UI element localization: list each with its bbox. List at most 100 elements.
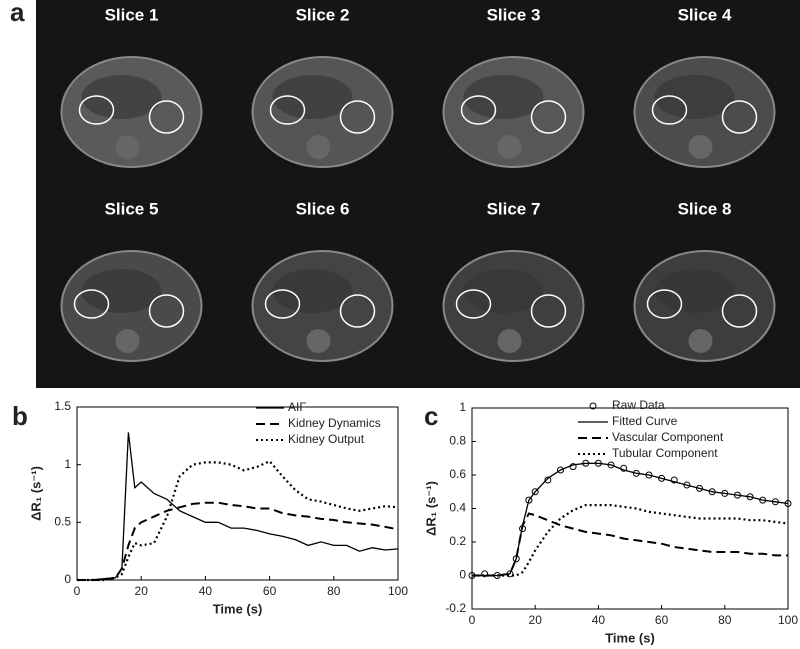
legend-label: Vascular Component xyxy=(612,430,724,444)
kidney-roi xyxy=(269,95,306,125)
series-line xyxy=(77,501,399,581)
slice-image: Slice 3 xyxy=(418,0,609,194)
y-tick-label: 0 xyxy=(64,572,71,586)
organ xyxy=(81,269,162,313)
data-point xyxy=(531,488,539,496)
organ xyxy=(654,269,735,313)
legend-label: Kidney Dynamics xyxy=(288,416,381,430)
organ xyxy=(272,269,353,313)
slice-label: Slice 8 xyxy=(678,199,732,218)
organ xyxy=(272,75,353,119)
y-axis-label: ΔR₁ (s⁻¹) xyxy=(28,466,43,521)
x-axis-label: Time (s) xyxy=(213,601,263,616)
data-point xyxy=(481,570,489,578)
x-tick-label: 100 xyxy=(388,584,408,598)
kidney-roi xyxy=(721,294,758,328)
y-tick-label: 0.5 xyxy=(54,515,71,529)
legend-marker xyxy=(589,402,597,410)
plot-area xyxy=(76,406,399,581)
kidney-roi xyxy=(264,289,301,319)
slice-image: Slice 8 xyxy=(609,194,800,388)
series-line xyxy=(77,432,399,581)
kidney-roi xyxy=(339,100,376,134)
slice-image: Slice 4 xyxy=(609,0,800,194)
slice-label: Slice 5 xyxy=(105,199,159,218)
data-point xyxy=(696,484,704,492)
slice-image: Slice 6 xyxy=(227,194,418,388)
data-point xyxy=(683,481,691,489)
x-tick-label: 80 xyxy=(327,584,341,598)
x-tick-label: 80 xyxy=(718,613,732,627)
slice-image: Slice 5 xyxy=(36,194,227,388)
x-tick-label: 0 xyxy=(74,584,81,598)
slice-label: Slice 1 xyxy=(105,5,159,24)
legend-label: Kidney Output xyxy=(288,432,365,446)
slice-label: Slice 6 xyxy=(296,199,350,218)
spine xyxy=(497,135,522,159)
spine xyxy=(115,329,140,353)
data-point xyxy=(670,476,678,484)
panel-label: b xyxy=(12,401,28,431)
y-tick-label: 0 xyxy=(459,568,466,582)
panel-label: a xyxy=(10,0,25,27)
kidney-roi xyxy=(339,294,376,328)
kidney-roi xyxy=(78,95,115,125)
kidney-roi xyxy=(646,289,683,319)
panel-label: c xyxy=(424,401,438,431)
slice-label: Slice 7 xyxy=(487,199,541,218)
legend-label: Fitted Curve xyxy=(612,414,678,428)
spine xyxy=(306,329,331,353)
x-tick-label: 60 xyxy=(655,613,669,627)
data-point xyxy=(658,474,666,482)
x-tick-label: 40 xyxy=(592,613,606,627)
y-tick-label: 0.6 xyxy=(449,467,466,481)
slice-image: Slice 1 xyxy=(36,0,227,194)
kidney-roi xyxy=(651,95,688,125)
organ xyxy=(463,75,544,119)
legend-label: AIF xyxy=(288,400,307,414)
kidney-roi xyxy=(530,100,567,134)
y-tick-label: 1 xyxy=(459,400,466,414)
y-tick-label: 0.2 xyxy=(449,534,466,548)
kidney-roi xyxy=(530,294,567,328)
slice-label: Slice 3 xyxy=(487,5,541,24)
spine xyxy=(688,329,713,353)
x-axis-label: Time (s) xyxy=(605,630,655,645)
y-tick-label: 1.5 xyxy=(54,399,71,413)
spine xyxy=(688,135,713,159)
spine xyxy=(115,135,140,159)
y-axis-label: ΔR₁ (s⁻¹) xyxy=(423,481,438,536)
spine xyxy=(306,135,331,159)
series-line xyxy=(472,512,788,577)
legend-label: Raw Data xyxy=(612,398,665,412)
y-tick-label: 1 xyxy=(64,457,71,471)
kidney-roi xyxy=(148,294,185,328)
slice-label: Slice 4 xyxy=(678,5,732,24)
slice-image: Slice 2 xyxy=(227,0,418,194)
series-line xyxy=(77,459,399,582)
x-tick-label: 0 xyxy=(469,613,476,627)
data-point xyxy=(525,496,533,504)
x-tick-label: 100 xyxy=(778,613,798,627)
organ xyxy=(654,75,735,119)
kidney-roi xyxy=(455,289,492,319)
kidney-roi xyxy=(460,95,497,125)
y-tick-label: 0.8 xyxy=(449,434,466,448)
kidney-roi xyxy=(148,100,185,134)
x-tick-label: 20 xyxy=(135,584,149,598)
spine xyxy=(497,329,522,353)
organ xyxy=(463,269,544,313)
kidney-roi xyxy=(73,289,110,319)
organ xyxy=(81,75,162,119)
y-tick-label: 0.4 xyxy=(449,501,466,515)
slice-image: Slice 7 xyxy=(418,194,609,388)
data-point xyxy=(556,466,564,474)
slice-label: Slice 2 xyxy=(296,5,350,24)
x-tick-label: 20 xyxy=(529,613,543,627)
x-tick-label: 40 xyxy=(199,584,213,598)
data-point xyxy=(544,476,552,484)
kidney-roi xyxy=(721,100,758,134)
x-tick-label: 60 xyxy=(263,584,277,598)
y-tick-label: -0.2 xyxy=(445,601,466,615)
